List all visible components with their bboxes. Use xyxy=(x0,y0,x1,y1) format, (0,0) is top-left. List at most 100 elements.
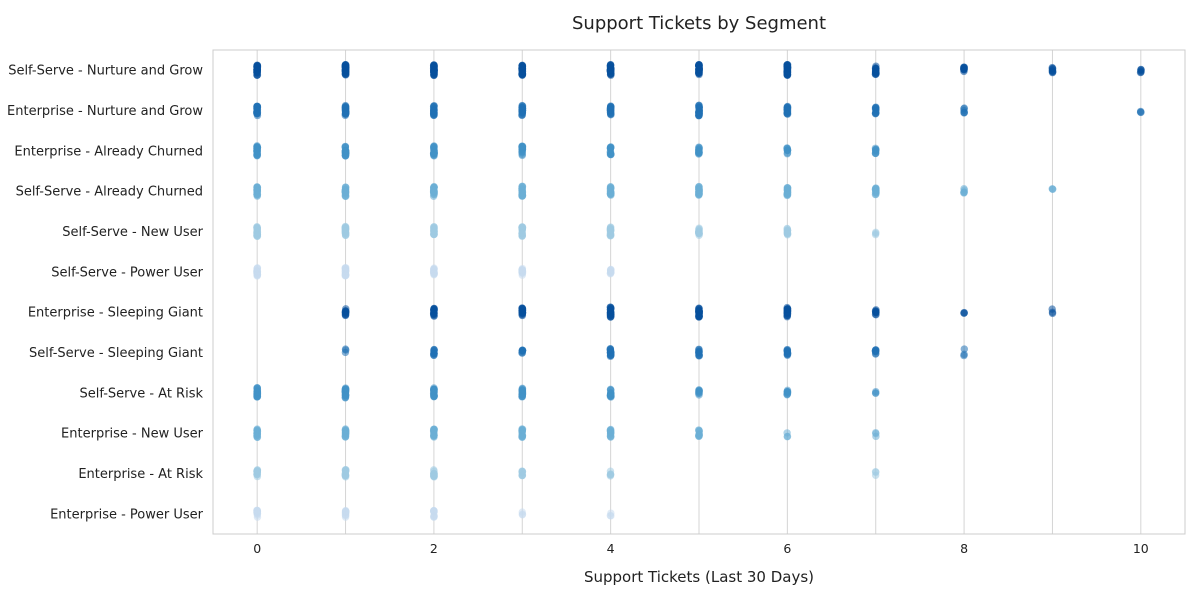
data-point xyxy=(341,103,350,111)
data-point xyxy=(518,66,526,75)
data-point xyxy=(606,305,615,314)
x-tick-label: 2 xyxy=(430,541,438,556)
category-label: Enterprise - Sleeping Giant xyxy=(28,306,203,321)
data-point xyxy=(695,388,703,396)
data-point xyxy=(341,152,350,160)
data-point xyxy=(518,387,527,396)
data-point xyxy=(253,268,261,276)
data-point xyxy=(518,467,527,476)
plot-frame xyxy=(212,49,1186,535)
data-point xyxy=(783,149,791,158)
data-point xyxy=(606,348,615,357)
data-point xyxy=(606,230,615,238)
category-labels: Self-Serve - Nurture and Grow Enterprise … xyxy=(7,64,204,523)
data-point xyxy=(695,224,703,232)
data-point xyxy=(695,431,703,440)
x-tick-label: 4 xyxy=(607,541,615,556)
category-label: Self-Serve - Power User xyxy=(51,265,203,280)
data-point xyxy=(342,307,350,316)
data-point xyxy=(253,229,261,237)
data-point xyxy=(606,67,615,76)
data-point xyxy=(607,509,615,517)
data-point xyxy=(872,106,880,115)
data-point xyxy=(1136,108,1145,116)
category-label: Enterprise - Already Churned xyxy=(14,144,203,159)
data-point xyxy=(342,264,350,272)
data-point xyxy=(783,389,792,397)
data-point xyxy=(606,429,615,438)
data-point xyxy=(607,104,615,112)
data-point xyxy=(695,182,703,191)
data-point xyxy=(695,148,703,156)
data-point xyxy=(341,271,350,280)
data-point xyxy=(695,104,703,112)
data-point xyxy=(606,391,615,400)
data-point xyxy=(430,311,438,320)
data-point xyxy=(871,70,880,79)
data-point xyxy=(253,432,261,441)
data-point xyxy=(341,470,349,478)
data-point xyxy=(430,223,438,231)
data-point xyxy=(1048,309,1057,318)
data-point xyxy=(695,188,703,196)
data-point xyxy=(429,104,438,112)
data-point xyxy=(518,508,526,516)
data-point xyxy=(253,467,261,476)
data-point xyxy=(872,188,880,196)
data-point xyxy=(607,184,615,193)
category-label: Enterprise - At Risk xyxy=(78,467,203,482)
data-point xyxy=(695,111,703,119)
data-point xyxy=(695,69,703,77)
data-point xyxy=(1048,67,1057,76)
x-axis-label: Support Tickets (Last 30 Days) xyxy=(584,568,814,586)
data-point xyxy=(430,269,438,278)
data-point xyxy=(872,389,880,397)
data-point xyxy=(872,145,880,154)
data-point xyxy=(783,67,792,75)
data-point xyxy=(607,191,615,199)
category-label: Enterprise - New User xyxy=(61,427,204,442)
category-label: Self-Serve - New User xyxy=(62,225,203,240)
data-point xyxy=(341,223,350,231)
data-point xyxy=(783,144,791,153)
chart-title: Support Tickets by Segment xyxy=(572,13,826,34)
category-label: Self-Serve - Sleeping Giant xyxy=(29,346,203,361)
data-point xyxy=(960,308,968,317)
data-point xyxy=(695,348,703,356)
data-point xyxy=(871,307,880,315)
data-point xyxy=(518,142,527,151)
data-point xyxy=(783,183,792,192)
data-point xyxy=(1048,185,1057,193)
data-point xyxy=(430,149,438,157)
data-point xyxy=(783,429,791,437)
data-point xyxy=(606,223,615,232)
category-label: Self-Serve - Already Churned xyxy=(16,185,203,200)
data-point xyxy=(518,105,526,114)
data-point xyxy=(783,308,792,316)
data-point xyxy=(253,509,262,517)
data-point xyxy=(518,309,527,317)
x-tick-label: 6 xyxy=(783,541,791,556)
data-point xyxy=(606,144,615,153)
data-point xyxy=(518,149,526,157)
data-point xyxy=(1136,68,1145,77)
data-point xyxy=(430,386,438,395)
data-point xyxy=(871,471,880,479)
data-point xyxy=(960,345,969,353)
data-point xyxy=(253,63,261,72)
data-point xyxy=(430,513,438,521)
x-tick-labels: 0 2 4 6 8 10 xyxy=(253,541,1149,556)
data-point xyxy=(341,384,350,392)
data-point xyxy=(253,192,261,200)
data-point xyxy=(430,507,438,515)
data-point xyxy=(342,146,350,155)
data-point xyxy=(783,226,792,235)
points-layer xyxy=(253,60,1145,521)
data-point xyxy=(430,186,438,195)
category-label: Self-Serve - Nurture and Grow xyxy=(8,64,203,79)
x-tick-label: 10 xyxy=(1133,541,1149,556)
data-point xyxy=(518,187,526,196)
category-label: Self-Serve - At Risk xyxy=(80,386,204,401)
data-point xyxy=(518,393,526,401)
